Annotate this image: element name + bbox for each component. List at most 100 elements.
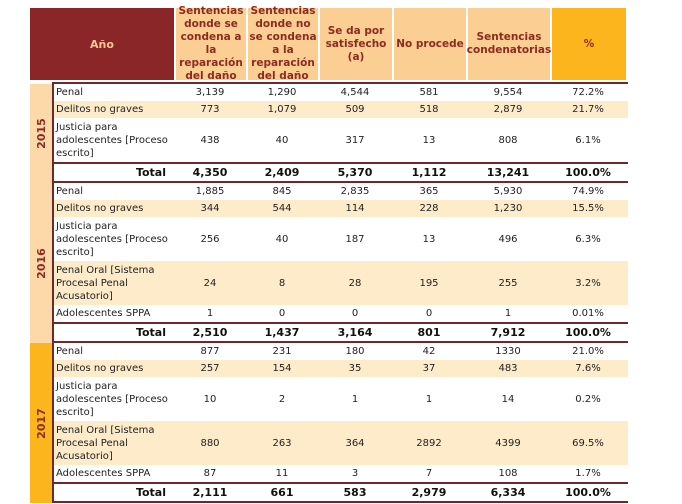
row-value: 438 xyxy=(200,134,220,146)
row-value: 21.7% xyxy=(572,104,604,115)
year-label-cell: 2017 xyxy=(30,343,52,503)
total-value: 4,350 xyxy=(192,166,228,179)
header-col-no-reparacion: Sentencias donde no se condena a la repa… xyxy=(248,5,318,82)
table-header: Año Sentencias donde se condena a la rep… xyxy=(30,5,628,82)
row-value: 483 xyxy=(498,363,518,374)
row-value: 509 xyxy=(345,104,365,115)
total-value: 13,241 xyxy=(486,166,530,179)
row-value: 24 xyxy=(203,277,217,289)
row-value: 6.1% xyxy=(575,134,601,146)
row-value: 28 xyxy=(348,277,362,289)
total-value: 1,112 xyxy=(411,166,447,179)
row-label: Penal Oral [Sistema Procesal Penal Acusa… xyxy=(56,424,155,462)
header-col-satisfecho: Se da por satisfecho (a) xyxy=(320,8,392,80)
total-value: 100.0% xyxy=(565,326,611,339)
row-value: 35 xyxy=(348,363,362,374)
row-value: 13 xyxy=(422,134,436,146)
row-value: 15.5% xyxy=(572,203,604,214)
row-value: 228 xyxy=(419,203,439,214)
row-value: 187 xyxy=(345,233,365,245)
year-block-2016: 2016 Penal 1,885 845 2,835 365 5,930 74.9% Delit… xyxy=(30,183,628,343)
table-row: Justicia para adolescentes [Proceso escr… xyxy=(54,377,628,421)
row-value: 231 xyxy=(272,346,292,357)
row-value: 1.7% xyxy=(575,468,601,479)
year-block-2015: 2015 Penal 3,139 1,290 4,544 581 9,554 72.2% Del… xyxy=(30,84,628,183)
row-value: 4399 xyxy=(495,437,521,449)
row-value: 257 xyxy=(200,363,220,374)
sentencias-table: Año Sentencias donde se condena a la rep… xyxy=(30,5,628,503)
row-label: Penal Oral [Sistema Procesal Penal Acusa… xyxy=(56,264,155,302)
total-row: Total 4,350 2,409 5,370 1,112 13,241 100.0% xyxy=(54,162,628,183)
table-body: 2015 Penal 3,139 1,290 4,544 581 9,554 72.2% Del… xyxy=(30,84,628,503)
table-row: Adolescentes SPPA 1 0 0 0 1 0.01% xyxy=(54,305,628,322)
row-value: 0 xyxy=(351,308,359,319)
total-value: 1,437 xyxy=(264,326,300,339)
row-value: 317 xyxy=(345,134,365,146)
row-value: 4,544 xyxy=(340,87,370,98)
row-value: 8 xyxy=(278,277,286,289)
row-value: 7.6% xyxy=(575,363,601,374)
row-value: 1 xyxy=(504,308,512,319)
table-row: Delitos no graves 773 1,079 509 518 2,879 21.7… xyxy=(54,101,628,118)
row-label: Delitos no graves xyxy=(56,203,144,214)
row-value: 845 xyxy=(272,186,292,197)
table-row: Adolescentes SPPA 87 11 3 7 108 1.7% xyxy=(54,465,628,482)
row-value: 87 xyxy=(203,468,217,479)
row-value: 0.01% xyxy=(572,308,604,319)
row-label: Penal xyxy=(56,346,84,357)
table-row: Penal 877 231 180 42 1330 21.0% xyxy=(54,343,628,360)
header-col-percent: % xyxy=(552,8,626,80)
row-value: 72.2% xyxy=(572,87,604,98)
row-value: 42 xyxy=(422,346,436,357)
row-value: 773 xyxy=(200,104,220,115)
total-row: Total 2,510 1,437 3,164 801 7,912 100.0% xyxy=(54,322,628,343)
row-value: 1 xyxy=(425,393,433,405)
row-value: 1330 xyxy=(495,346,521,357)
row-value: 496 xyxy=(498,233,518,245)
header-col-reparacion: Sentencias donde se condena a la reparac… xyxy=(176,5,246,82)
row-value: 2,879 xyxy=(493,104,523,115)
row-label: Justicia para adolescentes [Proceso escr… xyxy=(56,380,168,418)
row-value: 180 xyxy=(345,346,365,357)
row-value: 6.3% xyxy=(575,233,601,245)
year-label: 2016 xyxy=(34,247,48,279)
row-label: Penal xyxy=(56,186,84,197)
row-value: 21.0% xyxy=(572,346,604,357)
row-value: 877 xyxy=(200,346,220,357)
total-value: 2,510 xyxy=(192,326,228,339)
row-value: 13 xyxy=(422,233,436,245)
table-row: Penal Oral [Sistema Procesal Penal Acusa… xyxy=(54,261,628,305)
row-value: 14 xyxy=(501,393,515,405)
total-label: Total xyxy=(135,486,166,499)
year-rows: Penal 3,139 1,290 4,544 581 9,554 72.2% Delitos… xyxy=(52,84,628,183)
row-value: 2 xyxy=(278,393,286,405)
row-value: 263 xyxy=(272,437,292,449)
year-label: 2015 xyxy=(34,118,48,149)
total-value: 5,370 xyxy=(337,166,373,179)
row-value: 364 xyxy=(345,437,365,449)
row-value: 37 xyxy=(422,363,436,374)
row-value: 10 xyxy=(203,393,217,405)
row-value: 2,835 xyxy=(340,186,370,197)
row-value: 808 xyxy=(498,134,518,146)
row-value: 1,079 xyxy=(267,104,297,115)
row-value: 114 xyxy=(345,203,365,214)
row-value: 0 xyxy=(278,308,286,319)
total-value: 661 xyxy=(270,486,294,499)
table-row: Penal Oral [Sistema Procesal Penal Acusa… xyxy=(54,421,628,465)
row-value: 256 xyxy=(200,233,220,245)
year-label: 2017 xyxy=(34,407,48,439)
row-label: Adolescentes SPPA xyxy=(56,468,151,479)
total-label: Total xyxy=(135,326,166,339)
row-value: 195 xyxy=(419,277,439,289)
row-value: 880 xyxy=(200,437,220,449)
row-value: 40 xyxy=(275,134,289,146)
row-value: 3 xyxy=(351,468,359,479)
row-value: 581 xyxy=(419,87,439,98)
total-value: 100.0% xyxy=(565,166,611,179)
year-rows: Penal 1,885 845 2,835 365 5,930 74.9% Delitos n… xyxy=(52,183,628,343)
header-year: Año xyxy=(30,8,174,80)
total-value: 583 xyxy=(343,486,367,499)
year-rows: Penal 877 231 180 42 1330 21.0% Delitos no grav… xyxy=(52,343,628,503)
row-label: Penal xyxy=(56,87,84,98)
